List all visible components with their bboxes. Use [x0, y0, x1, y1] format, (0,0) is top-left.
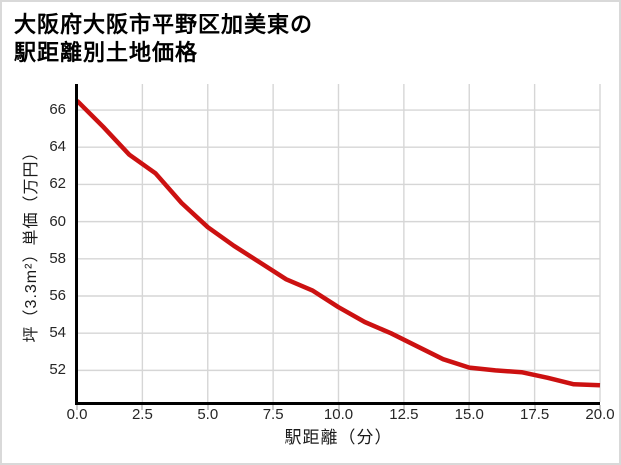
x-tick-mark	[141, 405, 144, 410]
x-tick-label: 17.5	[520, 406, 550, 423]
x-tick-mark	[272, 405, 275, 410]
x-tick-mark	[533, 405, 536, 410]
y-tick-label: 54	[49, 324, 66, 342]
y-tick-label: 66	[49, 101, 66, 119]
x-tick-mark	[468, 405, 471, 410]
x-tick-label: 15.0	[454, 406, 484, 423]
x-tick-label: 20.0	[585, 406, 615, 423]
x-tick-label: 2.5	[131, 406, 153, 423]
x-axis-spine	[75, 402, 600, 405]
plot-area	[75, 84, 601, 402]
x-tick-mark	[599, 405, 601, 410]
x-tick-label: 12.5	[389, 406, 419, 423]
x-tick-mark	[206, 405, 209, 410]
x-tick-mark	[76, 405, 78, 410]
y-tick-label: 64	[49, 138, 66, 156]
y-tick-label: 60	[49, 212, 66, 230]
x-tick-label: 5.0	[197, 406, 219, 423]
title-line-2: 駅距離別土地価格	[14, 40, 199, 65]
y-tick-label: 62	[49, 175, 66, 193]
price-line	[75, 99, 601, 388]
y-tick-label: 58	[49, 249, 66, 267]
chart-title: 大阪府大阪市平野区加美東の 駅距離別土地価格	[14, 11, 313, 67]
x-tick-label: 0.0	[66, 406, 88, 423]
x-tick-mark	[337, 405, 340, 410]
x-tick-mark	[402, 405, 405, 410]
x-tick-label: 10.0	[323, 406, 354, 423]
y-tick-label: 52	[49, 361, 66, 379]
y-tick-label: 56	[49, 287, 66, 304]
plot-svg	[75, 84, 601, 402]
y-axis-spine	[75, 84, 78, 405]
x-axis-label: 駅距離（分）	[284, 428, 393, 447]
x-tick-label: 7.5	[262, 406, 284, 423]
title-line-1: 大阪府大阪市平野区加美東の	[14, 12, 314, 37]
y-axis-label: 坪（3.3m²）単価（万円）	[23, 143, 40, 343]
